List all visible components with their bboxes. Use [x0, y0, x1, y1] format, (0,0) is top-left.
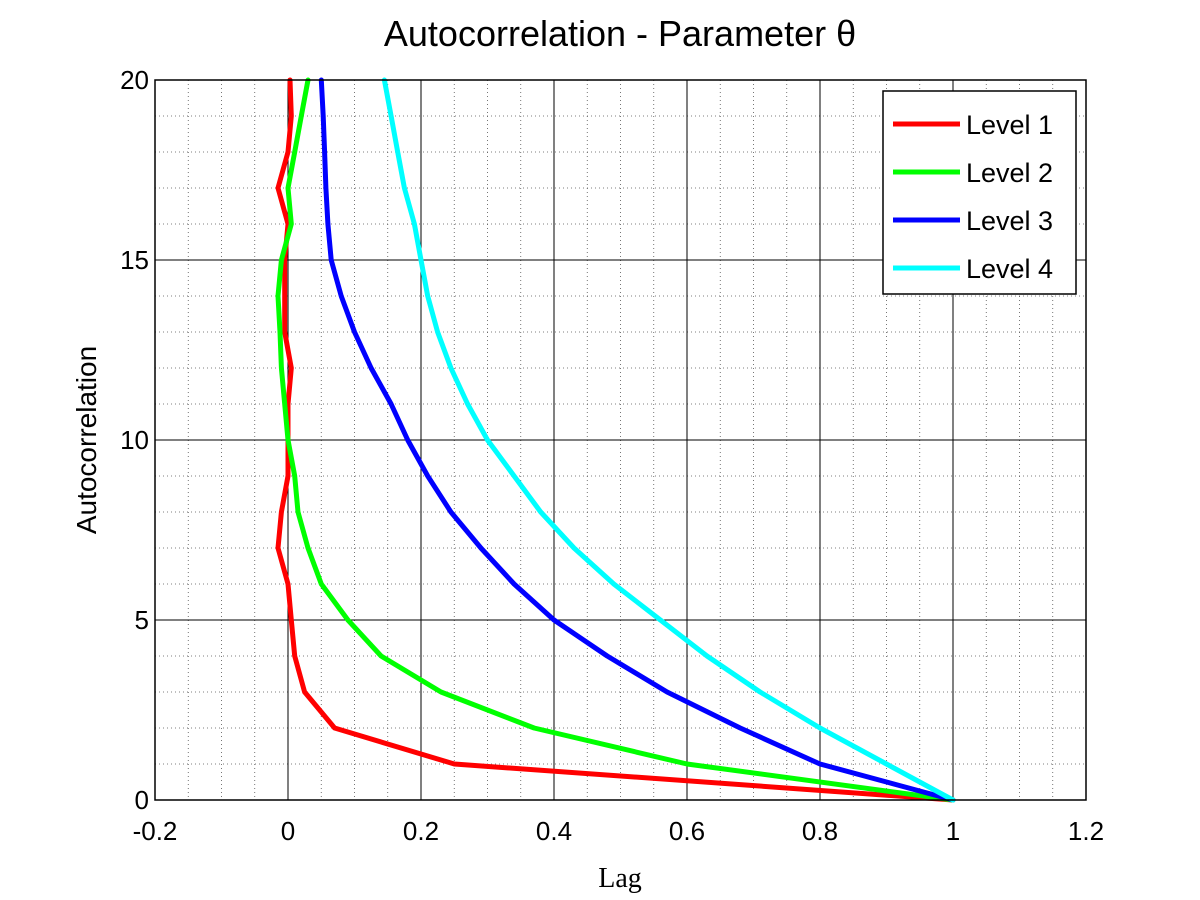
- x-tick-label: 0.4: [536, 816, 572, 846]
- legend-label-level-1: Level 1: [966, 110, 1053, 140]
- x-tick-label: -0.2: [133, 816, 178, 846]
- series-lines: [275, 77, 956, 803]
- legend-label-level-4: Level 4: [966, 254, 1053, 284]
- legend: Level 1 Level 2 Level 3 Level 4: [882, 90, 1077, 295]
- series-line-level-4: [381, 77, 956, 803]
- y-tick-label: 5: [135, 605, 149, 635]
- x-tick-label: 1: [946, 816, 960, 846]
- x-tick-label: 0.8: [802, 816, 838, 846]
- x-tick-label: 1.2: [1068, 816, 1104, 846]
- x-tick-label: 0: [281, 816, 295, 846]
- x-axis-label: Lag: [598, 863, 642, 894]
- y-tick-label: 20: [120, 65, 149, 95]
- legend-label-level-2: Level 2: [966, 158, 1053, 188]
- chart-title: Autocorrelation - Parameter θ: [384, 13, 856, 54]
- plot-frame: [154, 79, 1087, 801]
- series-line-level-2: [275, 77, 956, 803]
- y-axis-label: Autocorrelation: [71, 346, 102, 534]
- x-axis-ticks: -0.2 0 0.2 0.4 0.6 0.8 1 1.2: [133, 816, 1104, 846]
- y-tick-label: 10: [120, 425, 149, 455]
- series-line-level-3: [318, 77, 956, 803]
- x-tick-label: 0.6: [669, 816, 705, 846]
- legend-label-level-3: Level 3: [966, 206, 1053, 236]
- y-tick-label: 15: [120, 245, 149, 275]
- y-tick-label: 0: [135, 785, 149, 815]
- x-tick-label: 0.2: [403, 816, 439, 846]
- y-axis-ticks: 0 5 10 15 20: [120, 65, 149, 815]
